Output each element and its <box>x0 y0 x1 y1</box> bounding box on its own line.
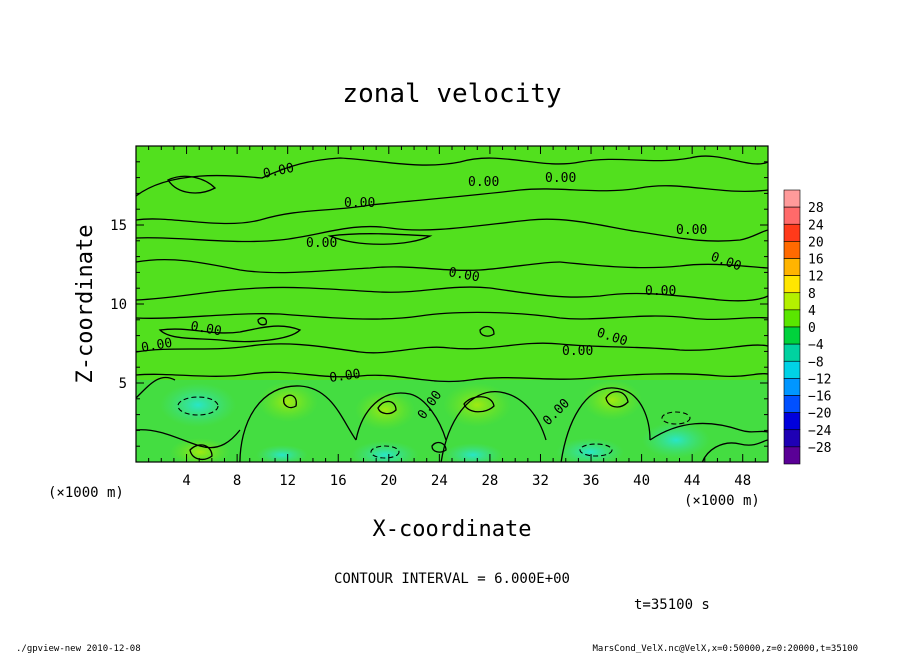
contour-label: 0.00 <box>545 171 576 186</box>
y-axis-ticks: 5 10 15 <box>110 161 768 447</box>
colorbar-swatch <box>783 343 801 362</box>
contour-label: 0.00 <box>140 336 173 356</box>
colorbar-label: 16 <box>808 253 824 268</box>
negative-blob <box>642 422 710 458</box>
colorbar-swatch <box>783 395 801 413</box>
contour-label: 0.00 <box>645 284 676 299</box>
colorbar-label: 8 <box>808 287 816 302</box>
x-tick-label: 36 <box>583 473 600 489</box>
x-unit-label-left: (×1000 m) <box>48 485 124 501</box>
negative-blob <box>443 443 503 462</box>
colorbar-swatch <box>783 223 801 242</box>
contour-label: 0.00 <box>676 223 707 238</box>
contour-label: 0.00 <box>306 236 337 251</box>
x-tick-label: 20 <box>380 473 397 489</box>
colorbar-swatch <box>783 241 801 259</box>
x-axis-ticks: 4 8 12 16 20 24 28 32 36 40 44 48 <box>148 146 756 489</box>
colorbar-swatch <box>783 309 801 328</box>
colorbar-label: −16 <box>808 390 831 405</box>
contour-label: 0.00 <box>447 265 480 285</box>
colorbar-label: −12 <box>808 372 831 387</box>
colorbar-label: −4 <box>808 338 824 353</box>
colorbar-label: 0 <box>808 321 816 336</box>
negative-blob <box>160 383 236 427</box>
colorbar-label: 20 <box>808 235 824 250</box>
x-tick-label: 44 <box>684 473 701 489</box>
colorbar-swatch <box>783 360 801 379</box>
colorbar-label: 28 <box>808 201 824 216</box>
x-tick-label: 48 <box>734 473 751 489</box>
colorbar-label: 24 <box>808 218 824 233</box>
colorbar-swatch <box>783 189 801 208</box>
x-axis-title: X-coordinate <box>373 517 532 542</box>
x-tick-label: 4 <box>182 473 190 489</box>
chart-title: zonal velocity <box>342 79 561 109</box>
contour-label: 0.00 <box>262 161 296 182</box>
negative-blob <box>351 441 419 462</box>
negative-contours <box>177 396 691 459</box>
contour-label: 0.00 <box>328 367 361 386</box>
contour-label: 0.00 <box>189 319 222 339</box>
x-tick-label: 24 <box>431 473 448 489</box>
contour-lines <box>136 155 768 462</box>
x-tick-label: 12 <box>279 473 296 489</box>
contour-interval-text: CONTOUR INTERVAL = 6.000E+00 <box>334 571 570 587</box>
colorbar-label: 12 <box>808 270 824 285</box>
colorbar-swatch <box>783 378 801 396</box>
x-tick-label: 28 <box>481 473 498 489</box>
y-tick-label: 15 <box>110 218 127 234</box>
colorbar-label: −8 <box>808 355 824 370</box>
y-axis-title: Z-coordinate <box>73 225 98 384</box>
colorbar-swatch <box>783 258 801 276</box>
y-tick-label: 10 <box>110 297 127 313</box>
negative-blob <box>256 445 308 462</box>
contour-label: 0.00 <box>562 344 593 359</box>
positive-blob <box>443 383 511 427</box>
colorbar-label: −28 <box>808 441 831 456</box>
colorbar-label: 4 <box>808 304 816 319</box>
x-tick-label: 32 <box>532 473 549 489</box>
contour-label: 0.00 <box>344 196 375 211</box>
colorbar-swatch <box>783 206 801 225</box>
negative-blob <box>556 438 624 462</box>
colorbar-label: −20 <box>808 407 831 422</box>
plot-area: 0.00 0.00 0.00 0.00 0.00 0.00 0.00 0.00 … <box>136 146 768 462</box>
x-tick-label: 40 <box>633 473 650 489</box>
positive-blob <box>170 438 230 462</box>
y-tick-label: 5 <box>119 376 127 392</box>
positive-blob <box>582 380 642 420</box>
positive-blob <box>355 390 415 430</box>
colorbar: 28 24 20 16 12 8 4 0 −4 −8 −12 −16 −20 −24 −28 <box>783 189 832 465</box>
colorbar-label: −24 <box>808 424 832 439</box>
colorbar-swatch <box>783 292 801 311</box>
colorbar-swatch <box>783 429 801 448</box>
colorbar-swatch <box>783 326 801 345</box>
colorbar-swatch <box>783 446 801 465</box>
x-unit-label-right: (×1000 m) <box>684 493 760 509</box>
colorbar-swatch <box>783 412 801 431</box>
time-text: t=35100 s <box>634 597 710 613</box>
footer-left: ./gpview-new 2010-12-08 <box>16 644 141 654</box>
contour-label: 0.00 <box>468 175 499 190</box>
x-tick-label: 16 <box>330 473 347 489</box>
footer-right: MarsCond_VelX.nc@VelX,x=0:50000,z=0:2000… <box>592 644 858 654</box>
x-tick-label: 8 <box>233 473 241 489</box>
colorbar-swatch <box>783 275 801 294</box>
